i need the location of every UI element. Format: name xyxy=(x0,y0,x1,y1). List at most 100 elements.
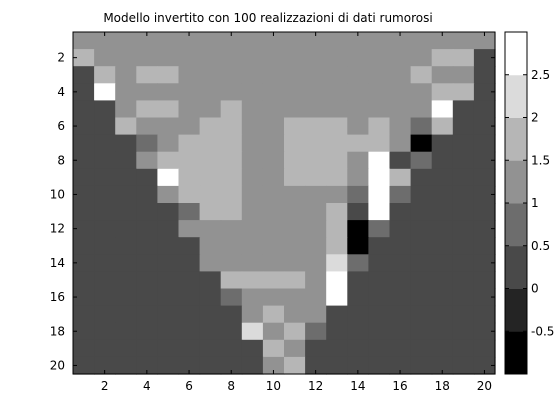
heatmap-cell xyxy=(410,254,433,272)
heatmap-cell xyxy=(410,356,433,375)
heatmap-cell xyxy=(326,66,348,84)
heatmap-cell xyxy=(473,151,496,170)
heatmap-cell xyxy=(94,339,116,358)
heatmap-cell xyxy=(136,220,158,238)
heatmap-cell xyxy=(368,32,391,50)
heatmap-cell xyxy=(157,322,180,341)
heatmap-cell xyxy=(452,49,475,67)
plot-frame xyxy=(72,31,496,375)
heatmap-cell xyxy=(73,288,95,307)
heatmap-cell xyxy=(241,66,264,84)
heatmap-cell xyxy=(473,271,496,290)
heatmap-cell xyxy=(262,66,285,84)
heatmap-cell xyxy=(410,203,433,221)
heatmap-cell xyxy=(473,322,496,341)
y-tick-label: 12 xyxy=(50,222,65,236)
heatmap-cell xyxy=(178,185,201,204)
heatmap-cell xyxy=(157,100,180,119)
heatmap-cell xyxy=(431,168,454,187)
colorbar-segment xyxy=(505,160,527,204)
heatmap-cell xyxy=(431,237,454,255)
heatmap-cell xyxy=(157,151,180,170)
heatmap-cell xyxy=(73,322,95,341)
heatmap-cell xyxy=(115,220,137,238)
heatmap-cell xyxy=(410,168,433,187)
y-tick-label: 8 xyxy=(57,153,65,167)
heatmap-cell xyxy=(284,117,306,136)
heatmap-cell xyxy=(94,203,116,221)
heatmap-cell xyxy=(473,203,496,221)
heatmap-cell xyxy=(262,151,285,170)
heatmap-cell xyxy=(410,32,433,50)
heatmap-cell xyxy=(452,185,475,204)
colorbar-segment xyxy=(505,117,527,161)
heatmap-cell xyxy=(473,83,496,101)
heatmap-cell xyxy=(262,271,285,290)
heatmap-cell xyxy=(305,322,327,341)
heatmap-cell xyxy=(473,305,496,324)
heatmap-cell xyxy=(284,288,306,307)
heatmap-cell xyxy=(178,254,201,272)
heatmap-cell xyxy=(199,356,222,375)
heatmap-cell xyxy=(473,168,496,187)
heatmap-cell xyxy=(368,271,391,290)
x-axis: 2 4 6 8 10 12 14 16 18 20 xyxy=(101,32,492,393)
heatmap-cell xyxy=(157,49,180,67)
heatmap-cell xyxy=(241,134,264,153)
heatmap-cell xyxy=(157,66,180,84)
heatmap-cell xyxy=(389,66,412,84)
heatmap-cell xyxy=(199,32,222,50)
heatmap-cell xyxy=(94,185,116,204)
x-tick-label: 20 xyxy=(477,379,492,393)
heatmap-cell xyxy=(431,66,454,84)
heatmap-cell xyxy=(157,168,180,187)
x-tick-label: 2 xyxy=(101,379,109,393)
heatmap-cell xyxy=(326,100,348,119)
heatmap-cell xyxy=(136,134,158,153)
heatmap-cell xyxy=(389,134,412,153)
colorbar-tick-label: 1.5 xyxy=(531,153,550,167)
heatmap-cell xyxy=(241,100,264,119)
heatmap-cell xyxy=(94,271,116,290)
heatmap-cell xyxy=(347,168,369,187)
heatmap-cell xyxy=(452,356,475,375)
heatmap-cell xyxy=(262,83,285,101)
heatmap-cell xyxy=(178,339,201,358)
y-tick-label: 20 xyxy=(50,358,65,372)
heatmap-cell xyxy=(431,271,454,290)
heatmap-cell xyxy=(94,288,116,307)
heatmap-cell xyxy=(136,83,158,101)
heatmap-cell xyxy=(220,168,243,187)
heatmap-cell xyxy=(178,203,201,221)
heatmap-cell xyxy=(368,254,391,272)
heatmap-cell xyxy=(389,151,412,170)
heatmap-cell xyxy=(157,185,180,204)
heatmap-cell xyxy=(136,305,158,324)
heatmap-cell xyxy=(178,288,201,307)
heatmap-cell xyxy=(368,83,391,101)
heatmap-cell xyxy=(410,83,433,101)
heatmap-cell xyxy=(157,305,180,324)
heatmap-cell xyxy=(347,134,369,153)
heatmap-cell xyxy=(73,203,95,221)
heatmap-cell xyxy=(410,185,433,204)
heatmap-cell xyxy=(452,254,475,272)
heatmap-cell xyxy=(347,339,369,358)
heatmap-cell xyxy=(94,168,116,187)
heatmap-cell xyxy=(305,288,327,307)
heatmap-cell xyxy=(136,339,158,358)
heatmap-cell xyxy=(136,49,158,67)
heatmap-cell xyxy=(284,322,306,341)
heatmap-cell xyxy=(73,220,95,238)
heatmap-cell xyxy=(199,271,222,290)
heatmap-cell xyxy=(473,185,496,204)
heatmap-cell xyxy=(220,134,243,153)
heatmap-cell xyxy=(431,203,454,221)
heatmap-cell xyxy=(284,66,306,84)
heatmap-cell xyxy=(326,305,348,324)
heatmap-cell xyxy=(199,134,222,153)
heatmap-cell xyxy=(94,151,116,170)
heatmap-cell xyxy=(389,254,412,272)
heatmap-cell xyxy=(473,66,496,84)
heatmap-cell xyxy=(431,220,454,238)
